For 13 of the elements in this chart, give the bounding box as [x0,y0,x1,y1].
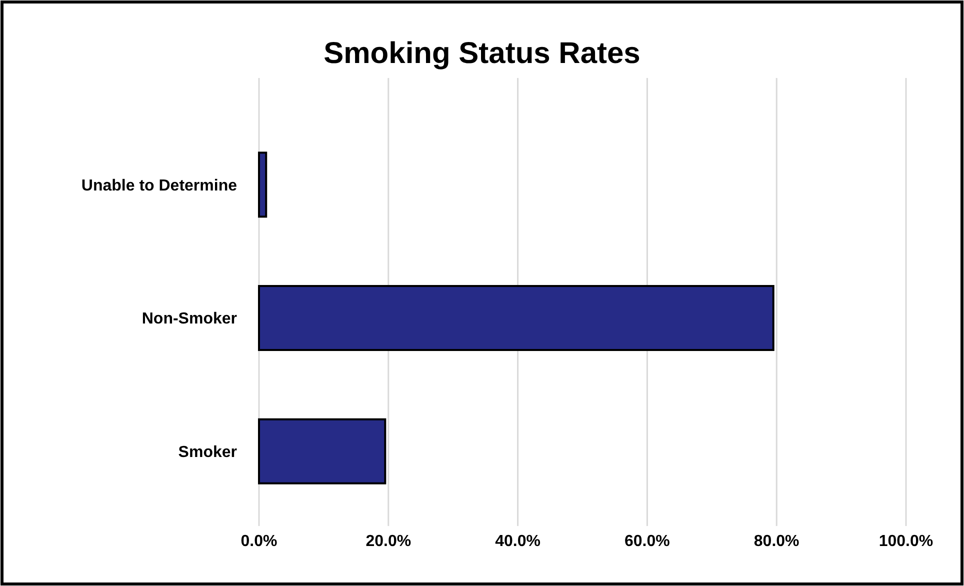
x-tick-label: 80.0% [754,533,800,550]
x-tick-label: 40.0% [495,533,540,550]
y-tick-label: Unable to Determine [81,177,238,194]
x-tick-label: 60.0% [624,533,670,550]
x-tick-label: 0.0% [240,533,278,550]
bar [258,285,774,351]
y-tick-label: Smoker [178,444,237,461]
x-tick-label: 20.0% [366,533,412,550]
chart-title: Smoking Status Rates [324,37,640,70]
x-tick-label: 100.0% [878,533,934,550]
bar [258,418,386,484]
bar [258,152,268,218]
y-tick-label: Non-Smoker [142,310,237,328]
